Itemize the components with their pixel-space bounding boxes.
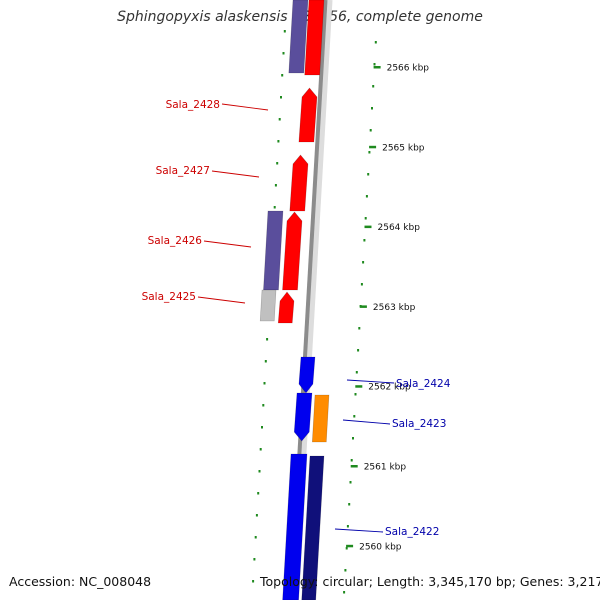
gray-block: [259, 289, 277, 322]
inner-dot: [266, 338, 269, 341]
outer-dot: [349, 481, 352, 484]
outer-dot: [343, 591, 346, 594]
gene-block-sala-2426: [282, 211, 303, 291]
outer-dot: [362, 261, 365, 264]
outer-dot: [371, 107, 373, 110]
kbp-tick: [359, 305, 367, 308]
outer-dot: [344, 569, 347, 572]
inner-dot: [263, 382, 266, 385]
outer-dot: [352, 437, 354, 440]
outer-dot: [369, 129, 372, 132]
label-leader-line: [197, 296, 246, 304]
inner-dot: [253, 558, 256, 561]
gene-label: Sala_2428: [166, 99, 220, 111]
kbp-tick: [364, 225, 372, 229]
outer-dot: [354, 393, 357, 396]
purple-block: [288, 0, 309, 74]
inner-dot: [278, 118, 281, 121]
kbp-tick: [346, 544, 354, 548]
inner-dot: [281, 74, 284, 77]
outer-dot: [373, 63, 376, 66]
gene-block-sala-2427: [289, 154, 309, 212]
gene-block-sala-2424: [298, 356, 316, 394]
gene-label: Sala_2426: [148, 235, 203, 247]
kbp-tick: [369, 145, 377, 149]
outer-dot: [368, 151, 371, 154]
inner-dot: [258, 470, 261, 473]
gene-label: Sala_2424: [396, 378, 451, 390]
outer-dot: [353, 415, 356, 418]
inner-dot: [277, 140, 280, 143]
kbp-tick: [373, 66, 381, 69]
label-leader-line: [203, 240, 252, 248]
label-leader-line: [211, 170, 260, 178]
kbp-scale: 2566 kbp 2565 kbp 2564 kbp 2563 kbp 2562 kbp…: [346, 64, 430, 552]
topology-text: Topology: circular; Length: 3,345,170 bp…: [260, 574, 600, 589]
inner-dot: [261, 426, 263, 429]
gene-block-sala-2425: [277, 291, 295, 324]
label-leader-line: [221, 103, 269, 111]
purple-block: [263, 210, 284, 291]
inner-dot: [259, 448, 262, 451]
gene-label: Sala_2425: [142, 291, 196, 303]
kbp-label: 2562 kbp: [368, 383, 411, 393]
inner-dot: [262, 404, 265, 407]
label-leader-line: [334, 528, 384, 533]
outer-dot: [374, 41, 377, 44]
outer-dot: [367, 173, 370, 176]
gene-labels: Sala_2428 Sala_2427 Sala_2426 Sala_2425 Sala…: [142, 99, 451, 538]
kbp-tick: [350, 465, 358, 468]
gene-block-sala-2422: [282, 453, 308, 600]
gene-label: Sala_2427: [156, 165, 210, 177]
orange-gene-block: [311, 394, 330, 443]
outer-dot: [364, 217, 367, 220]
inner-dot: [273, 206, 276, 209]
kbp-label: 2564 kbp: [378, 223, 421, 233]
label-leader-line: [342, 419, 391, 425]
inner-dot: [280, 96, 282, 99]
kbp-label: 2563 kbp: [373, 303, 416, 313]
outer-dot: [358, 327, 361, 330]
outer-dot: [348, 503, 351, 506]
outer-dot: [365, 195, 368, 198]
outer-dot: [346, 525, 349, 528]
outer-dot: [357, 349, 360, 352]
outer-dot: [363, 239, 366, 242]
inner-dot: [274, 184, 277, 187]
inner-dot: [252, 580, 255, 583]
gene-block-sala-2428: [298, 87, 318, 143]
inner-dot: [264, 360, 267, 363]
outer-dot: [350, 459, 353, 462]
outer-dot: [372, 85, 375, 88]
kbp-label: 2561 kbp: [364, 463, 407, 473]
outer-dot: [360, 283, 363, 286]
kbp-label: 2560 kbp: [359, 542, 402, 552]
inner-dot: [283, 30, 286, 33]
outer-dot: [355, 371, 358, 374]
inner-dot: [257, 492, 260, 495]
red-gene-block: [304, 0, 325, 76]
feature-blocks: [259, 0, 330, 600]
label-leader-line: [346, 379, 395, 384]
navy-block: [301, 455, 325, 600]
kbp-label: 2566 kbp: [387, 64, 430, 74]
gene-label: Sala_2422: [385, 526, 439, 538]
outer-dot: [345, 547, 348, 550]
accession-text: Accession: NC_008048: [9, 574, 152, 589]
inner-dot: [255, 514, 258, 517]
inner-dot: [282, 52, 285, 55]
kbp-tick: [355, 385, 363, 388]
gene-block-sala-2423: [293, 392, 313, 442]
inner-dot: [276, 162, 279, 165]
kbp-label: 2565 kbp: [382, 143, 425, 153]
inner-dot: [254, 536, 257, 539]
gene-label: Sala_2423: [392, 418, 446, 430]
